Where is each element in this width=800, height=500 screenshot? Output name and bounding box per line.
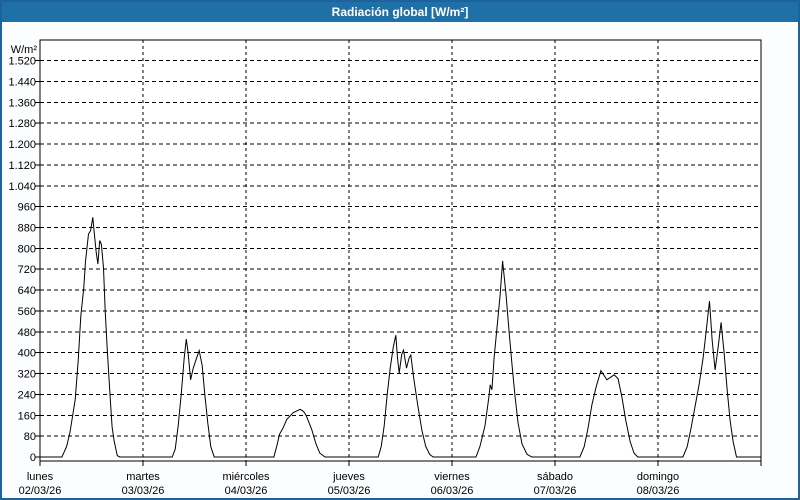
x-day-date-label: 06/03/26	[431, 485, 474, 497]
y-tick-label: 0	[30, 452, 36, 464]
y-tick-label: 720	[18, 264, 36, 276]
y-tick-label: 1.200	[8, 139, 36, 151]
x-day-name-label: lunes	[27, 471, 54, 483]
radiation-curve	[40, 217, 761, 458]
y-tick-label: 560	[18, 306, 36, 318]
y-tick-label: 1.440	[8, 76, 36, 88]
x-day-name-label: miércoles	[222, 471, 270, 483]
y-tick-label: 1.040	[8, 181, 36, 193]
titlebar: Radiación global [W/m²]	[2, 2, 798, 22]
y-tick-label: 240	[18, 389, 36, 401]
y-tick-label: 80	[24, 431, 36, 443]
x-day-date-label: 07/03/26	[534, 485, 577, 497]
y-tick-label: 320	[18, 369, 36, 381]
x-day-name-label: domingo	[637, 471, 679, 483]
x-day-date-label: 03/03/26	[122, 485, 165, 497]
y-tick-label: 800	[18, 243, 36, 255]
x-day-name-label: sábado	[537, 471, 573, 483]
x-day-date-label: 04/03/26	[225, 485, 268, 497]
y-axis-unit-label: W/m²	[11, 44, 38, 56]
y-tick-label: 1.520	[8, 56, 36, 68]
window-title: Radiación global [W/m²]	[331, 5, 469, 19]
x-day-date-label: 02/03/26	[19, 485, 62, 497]
y-tick-label: 1.120	[8, 160, 36, 172]
x-day-name-label: viernes	[434, 471, 470, 483]
y-tick-label: 400	[18, 348, 36, 360]
x-day-date-label: 08/03/26	[637, 485, 680, 497]
y-tick-label: 160	[18, 410, 36, 422]
y-tick-label: 480	[18, 327, 36, 339]
x-day-name-label: martes	[126, 471, 160, 483]
plot-area	[39, 39, 762, 462]
y-tick-label: 1.280	[8, 118, 36, 130]
y-tick-label: 640	[18, 285, 36, 297]
y-tick-label: 880	[18, 222, 36, 234]
x-day-date-label: 05/03/26	[328, 485, 371, 497]
x-day-name-label: jueves	[332, 471, 365, 483]
y-tick-label: 960	[18, 202, 36, 214]
y-tick-label: 1.360	[8, 97, 36, 109]
